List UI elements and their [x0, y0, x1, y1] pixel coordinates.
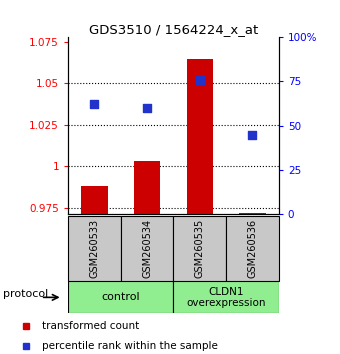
Bar	[226, 216, 279, 281]
Title: GDS3510 / 1564224_x_at: GDS3510 / 1564224_x_at	[89, 23, 258, 36]
Bar	[68, 281, 173, 313]
Text: protocol: protocol	[3, 289, 49, 299]
Point	[197, 77, 203, 82]
Text: percentile rank within the sample: percentile rank within the sample	[42, 341, 218, 351]
Bar	[187, 59, 213, 214]
Text: control: control	[101, 292, 140, 302]
Text: GSM260535: GSM260535	[195, 219, 205, 278]
Point	[250, 132, 255, 137]
Bar	[81, 186, 107, 214]
Text: CLDN1
overexpression: CLDN1 overexpression	[186, 286, 266, 308]
Bar	[239, 212, 266, 214]
Text: transformed count: transformed count	[42, 321, 139, 331]
Bar	[68, 216, 121, 281]
Bar	[173, 216, 226, 281]
Bar	[121, 216, 173, 281]
Point	[91, 102, 97, 107]
Point	[144, 105, 150, 111]
Text: GSM260536: GSM260536	[248, 219, 257, 278]
Text: GSM260534: GSM260534	[142, 219, 152, 278]
Text: GSM260533: GSM260533	[89, 219, 99, 278]
Bar	[134, 161, 160, 214]
Bar	[173, 281, 279, 313]
